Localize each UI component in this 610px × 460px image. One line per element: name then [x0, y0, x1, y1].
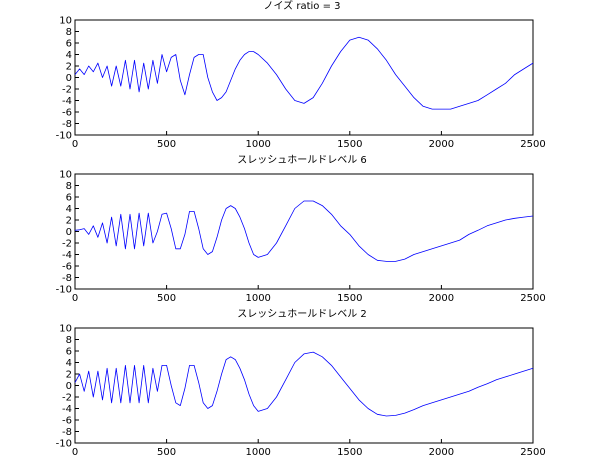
y-tick-label: 0 — [66, 227, 72, 238]
x-tick-label: 1500 — [337, 293, 362, 304]
y-tick-label: -8 — [62, 119, 72, 130]
y-tick-label: 10 — [59, 16, 72, 27]
y-tick-label: -4 — [62, 250, 72, 261]
x-tick-label: 2500 — [520, 293, 545, 304]
y-tick-label: -10 — [56, 285, 72, 296]
x-tick-label: 2000 — [429, 447, 454, 458]
x-tick-label: 1000 — [245, 139, 270, 150]
x-tick-label: 500 — [157, 293, 176, 304]
y-tick-label: 6 — [66, 193, 72, 204]
y-tick-label: -6 — [62, 108, 72, 119]
y-tick-label: 2 — [66, 216, 72, 227]
y-tick-label: 2 — [66, 62, 72, 73]
series-line — [74, 351, 534, 417]
y-tick-label: 4 — [66, 50, 72, 61]
x-tick-label: 500 — [157, 139, 176, 150]
x-tick-label: 500 — [157, 447, 176, 458]
x-tick-label: 0 — [72, 447, 78, 458]
x-tick-label: 2000 — [429, 293, 454, 304]
y-tick-label: 10 — [59, 324, 72, 335]
y-tick-label: 2 — [66, 370, 72, 381]
y-tick-label: 6 — [66, 347, 72, 358]
series-line — [74, 36, 534, 110]
x-tick-label: 0 — [72, 293, 78, 304]
x-tick-label: 1000 — [245, 293, 270, 304]
y-tick-label: -8 — [62, 427, 72, 438]
series-line — [74, 200, 534, 262]
x-tick-label: 1500 — [337, 447, 362, 458]
y-tick-label: -4 — [62, 404, 72, 415]
y-tick-label: -6 — [62, 262, 72, 273]
y-tick-label: 4 — [66, 204, 72, 215]
x-tick-label: 2500 — [520, 139, 545, 150]
x-tick-label: 0 — [72, 139, 78, 150]
plot-frame — [74, 327, 534, 444]
y-tick-label: -10 — [56, 439, 72, 450]
subplot-title: ノイズ ratio = 3 — [263, 0, 340, 12]
plot-frame — [74, 19, 534, 136]
y-tick-label: -2 — [62, 393, 72, 404]
subplot-title: スレッシュホールドレベル 6 — [237, 154, 367, 166]
x-tick-label: 1500 — [337, 139, 362, 150]
subplot-title: スレッシュホールドレベル 2 — [237, 308, 367, 320]
y-tick-label: -2 — [62, 239, 72, 250]
y-tick-label: 6 — [66, 39, 72, 50]
y-tick-label: 10 — [59, 170, 72, 181]
y-tick-label: -6 — [62, 416, 72, 427]
y-tick-label: 0 — [66, 381, 72, 392]
y-tick-label: -8 — [62, 273, 72, 284]
y-tick-label: 4 — [66, 358, 72, 369]
x-tick-label: 2000 — [429, 139, 454, 150]
y-tick-label: -2 — [62, 85, 72, 96]
x-tick-label: 1000 — [245, 447, 270, 458]
y-tick-label: 8 — [66, 335, 72, 346]
y-tick-label: 0 — [66, 73, 72, 84]
y-tick-label: -10 — [56, 131, 72, 142]
y-tick-label: 8 — [66, 27, 72, 38]
x-tick-label: 2500 — [520, 447, 545, 458]
y-tick-label: -4 — [62, 96, 72, 107]
plot-frame — [74, 173, 534, 290]
y-tick-label: 8 — [66, 181, 72, 192]
